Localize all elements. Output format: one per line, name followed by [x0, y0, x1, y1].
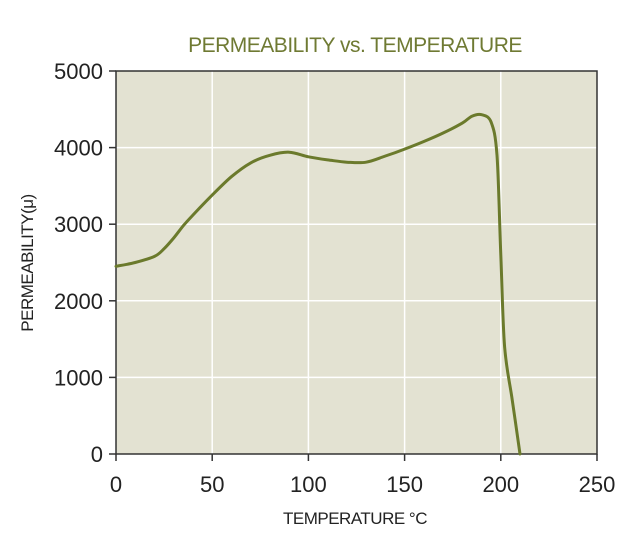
x-tick-label: 50 — [200, 472, 224, 497]
axes — [109, 70, 598, 461]
y-tick-label: 1000 — [54, 365, 103, 390]
y-tick-label: 4000 — [54, 136, 103, 161]
y-tick-label: 3000 — [54, 212, 103, 237]
series-line — [114, 112, 522, 456]
x-axis-label: TEMPERATURE °C — [283, 509, 427, 528]
y-tick-labels: 0 1000 2000 3000 4000 5000 — [54, 59, 103, 467]
plot-frame — [115, 70, 598, 455]
chart-title: PERMEABILITY vs. TEMPERATURE — [188, 34, 522, 57]
y-tick-label: 5000 — [54, 59, 103, 84]
x-tick-label: 100 — [290, 472, 327, 497]
y-tick-label: 2000 — [54, 289, 103, 314]
plot-area — [116, 71, 597, 454]
y-tick-label: 0 — [91, 442, 103, 467]
grid — [116, 71, 597, 454]
y-axis-label: PERMEABILITY(μ) — [18, 194, 37, 331]
x-tick-label: 0 — [110, 472, 122, 497]
x-tick-label: 250 — [579, 472, 616, 497]
x-tick-label: 200 — [482, 472, 519, 497]
x-tick-labels: 0 50 100 150 200 250 — [110, 472, 615, 497]
series-layer — [114, 112, 522, 456]
x-tick-label: 150 — [386, 472, 423, 497]
